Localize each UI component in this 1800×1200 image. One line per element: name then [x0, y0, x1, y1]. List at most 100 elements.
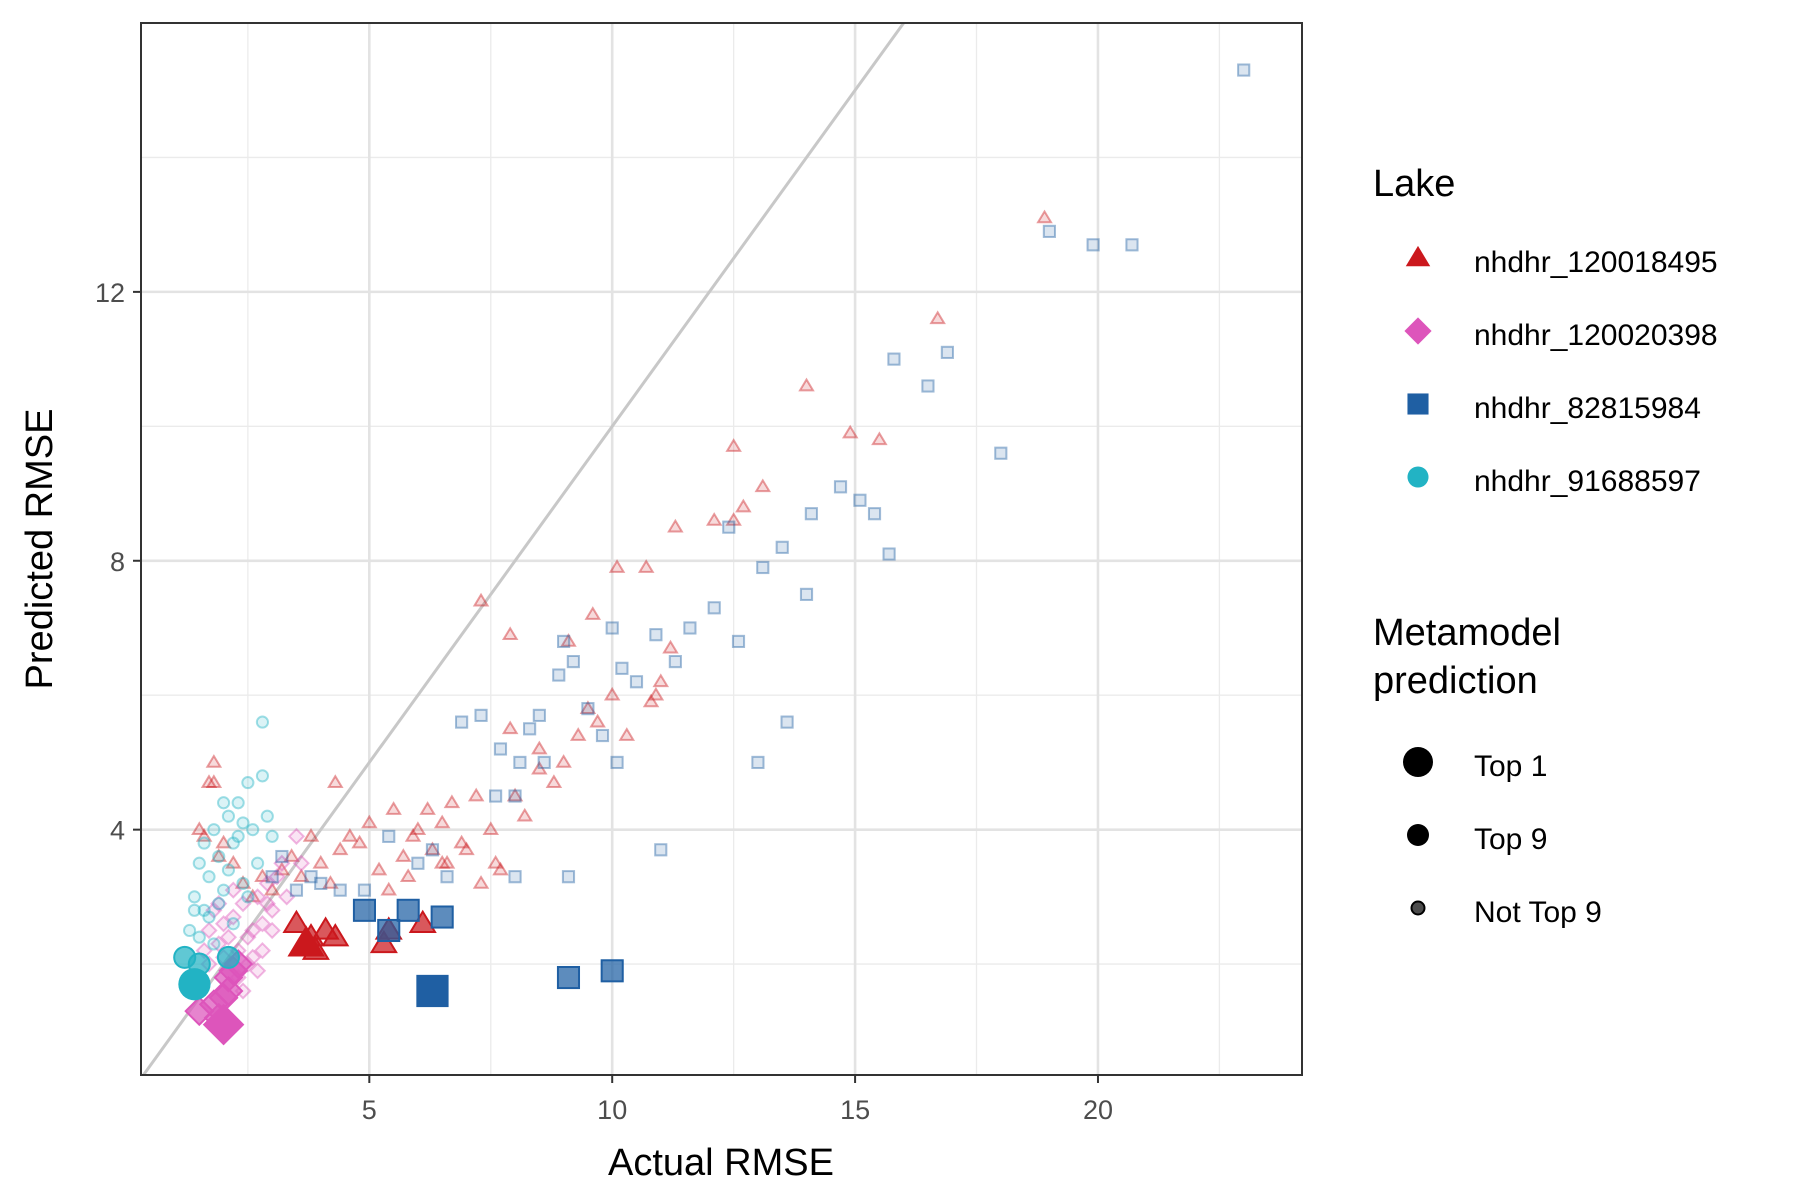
data-point-triangle [929, 310, 946, 325]
data-point-triangle [327, 774, 344, 788]
data-point-square [921, 379, 935, 393]
data-point-triangle [370, 861, 388, 876]
x-tick-label: 15 [840, 1095, 870, 1125]
data-points [142, 23, 1251, 1075]
legend-key-square [1407, 393, 1429, 415]
data-point-triangle [492, 861, 509, 876]
data-point-triangle [608, 559, 626, 573]
data-point-triangle [579, 700, 597, 714]
data-point-square [610, 755, 624, 770]
data-point-triangle [754, 478, 772, 493]
data-point-circle [192, 856, 206, 870]
data-point-square [289, 883, 304, 897]
data-point-circle [260, 809, 274, 823]
data-point-square [1125, 238, 1139, 252]
legend-size-key [1407, 824, 1429, 846]
data-point-diamond [224, 908, 242, 926]
data-point-square [304, 870, 318, 884]
data-point-triangle [637, 559, 655, 573]
data-point-square [707, 601, 721, 615]
legend-lake-entry: nhdhr_82815984 [1407, 392, 1701, 425]
data-point-circle [246, 823, 260, 837]
data-point-square [654, 843, 668, 857]
data-point-diamond [214, 915, 233, 933]
y-axis: 4 8 12 [95, 278, 141, 846]
data-point-circle [241, 776, 255, 790]
data-point-triangle [433, 854, 451, 869]
legend-size-label: Not Top 9 [1474, 896, 1602, 929]
data-point-diamond [234, 894, 252, 913]
data-point-triangle [283, 848, 300, 862]
data-point-triangle [322, 875, 339, 889]
data-point-diamond [239, 928, 257, 946]
data-point-triangle [531, 760, 548, 775]
data-point-triangle [487, 854, 504, 869]
legend-size-entry: Not Top 9 [1410, 896, 1602, 929]
data-point-triangle [506, 787, 524, 802]
data-point-square [556, 965, 581, 990]
data-point-square [508, 870, 522, 884]
reference-line [142, 23, 905, 1075]
data-point-triangle [210, 848, 227, 862]
data-point-circle [197, 836, 211, 850]
plot-border [140, 22, 1303, 1076]
data-point-square [887, 352, 901, 366]
data-point-circle [202, 910, 216, 924]
data-point-circle [197, 903, 211, 917]
legend-size-label: Top 1 [1474, 750, 1547, 783]
legend-lake-entry: nhdhr_120020398 [1404, 317, 1718, 352]
data-point-diamond [210, 935, 228, 953]
data-point-triangle [433, 814, 451, 829]
data-point-circle [207, 823, 221, 837]
data-point-triangle [312, 854, 329, 869]
data-point-circle [187, 890, 202, 904]
data-point-circle [265, 829, 279, 843]
data-point-square [352, 898, 376, 922]
data-point-triangle [293, 868, 310, 883]
data-point-diamond [224, 881, 242, 899]
data-point-triangle [725, 438, 742, 452]
data-point-diamond [244, 948, 262, 966]
data-point-triangle [244, 888, 261, 903]
data-point-triangle [287, 925, 325, 957]
data-point-square [780, 715, 794, 729]
data-point-diamond [273, 854, 291, 872]
x-tick-label: 10 [597, 1095, 627, 1125]
y-tick-label: 8 [110, 547, 125, 577]
data-point-triangle [472, 592, 490, 607]
data-point-triangle [424, 841, 441, 856]
data-point-square [275, 849, 289, 864]
data-point-square [867, 507, 882, 521]
data-point-triangle [191, 821, 208, 835]
data-point-diamond [219, 928, 238, 946]
data-point-square [882, 547, 896, 561]
data-point-circle [187, 903, 202, 917]
data-point-square [683, 621, 697, 635]
data-point-circle [226, 836, 240, 850]
data-point-square [940, 345, 954, 359]
data-point-square [265, 870, 279, 884]
data-point-triangle [618, 727, 636, 741]
data-point-square [493, 742, 508, 756]
data-point-circle [192, 930, 206, 944]
legend-size-title-line-2: prediction [1373, 660, 1538, 702]
data-point-square [474, 708, 488, 722]
data-point-square [833, 480, 848, 494]
y-tick-label: 4 [110, 816, 125, 846]
data-point-diamond [258, 894, 276, 913]
data-point-triangle [331, 841, 349, 856]
data-point-circle [221, 809, 236, 823]
legend-size-key [1410, 900, 1426, 916]
legend-lake-entry: nhdhr_120018495 [1405, 245, 1718, 279]
data-point-triangle [501, 626, 519, 641]
data-point-triangle [453, 834, 470, 849]
data-point-triangle [302, 828, 320, 842]
data-point-triangle [225, 854, 242, 869]
data-point-square [853, 493, 867, 507]
data-point-circle [241, 890, 255, 904]
data-point-circle [212, 849, 226, 864]
data-point-triangle [482, 821, 500, 835]
data-point-triangle [438, 854, 456, 869]
data-point-triangle [205, 774, 223, 788]
data-point-square [552, 668, 566, 682]
